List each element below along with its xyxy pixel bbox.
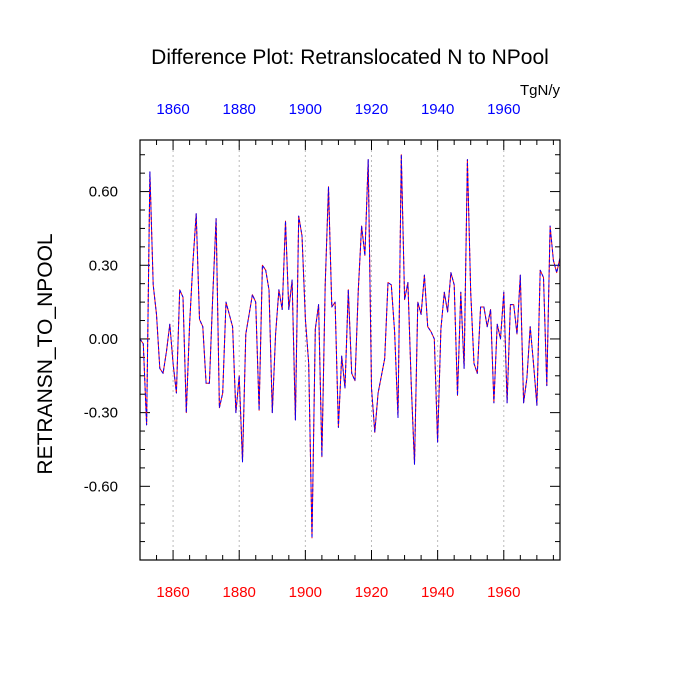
x-tick-label-top: 1940: [421, 101, 454, 118]
x-tick-label-bottom: 1960: [487, 584, 520, 601]
y-tick-label: -0.60: [84, 478, 118, 495]
units-label: TgN/y: [520, 82, 561, 99]
y-axis-label: RETRANSN_TO_NPOOL: [34, 233, 57, 474]
series-line-red: [139, 154, 561, 539]
x-tick-label-top: 1920: [355, 101, 388, 118]
x-tick-label-bottom: 1880: [223, 584, 256, 601]
series-line-blue: [139, 154, 561, 539]
x-tick-label-bottom: 1860: [156, 584, 189, 601]
tick-labels: 1860 1860 1880 1880 1900 1900 1920 1920 1940 1940…: [84, 101, 521, 601]
chart-title: Difference Plot: Retranslocated N to NPo…: [151, 46, 549, 69]
y-tick-label: -0.30: [84, 405, 118, 422]
y-tick-label: 0.60: [89, 184, 118, 201]
x-tick-label-top: 1860: [156, 101, 189, 118]
x-tick-label-top: 1880: [223, 101, 256, 118]
x-tick-label-bottom: 1900: [289, 584, 322, 601]
x-tick-label-bottom: 1940: [421, 584, 454, 601]
x-tick-label-bottom: 1920: [355, 584, 388, 601]
x-tick-label-top: 1960: [487, 101, 520, 118]
major-ticks: [140, 140, 560, 560]
plot-frame: [139, 139, 561, 561]
grid-lines: [172, 140, 505, 560]
minor-ticks: [139, 140, 560, 561]
y-tick-label: 0.30: [89, 257, 118, 274]
x-tick-label-top: 1900: [289, 101, 322, 118]
series-layer: [139, 154, 561, 539]
y-tick-label: 0.00: [89, 331, 118, 348]
